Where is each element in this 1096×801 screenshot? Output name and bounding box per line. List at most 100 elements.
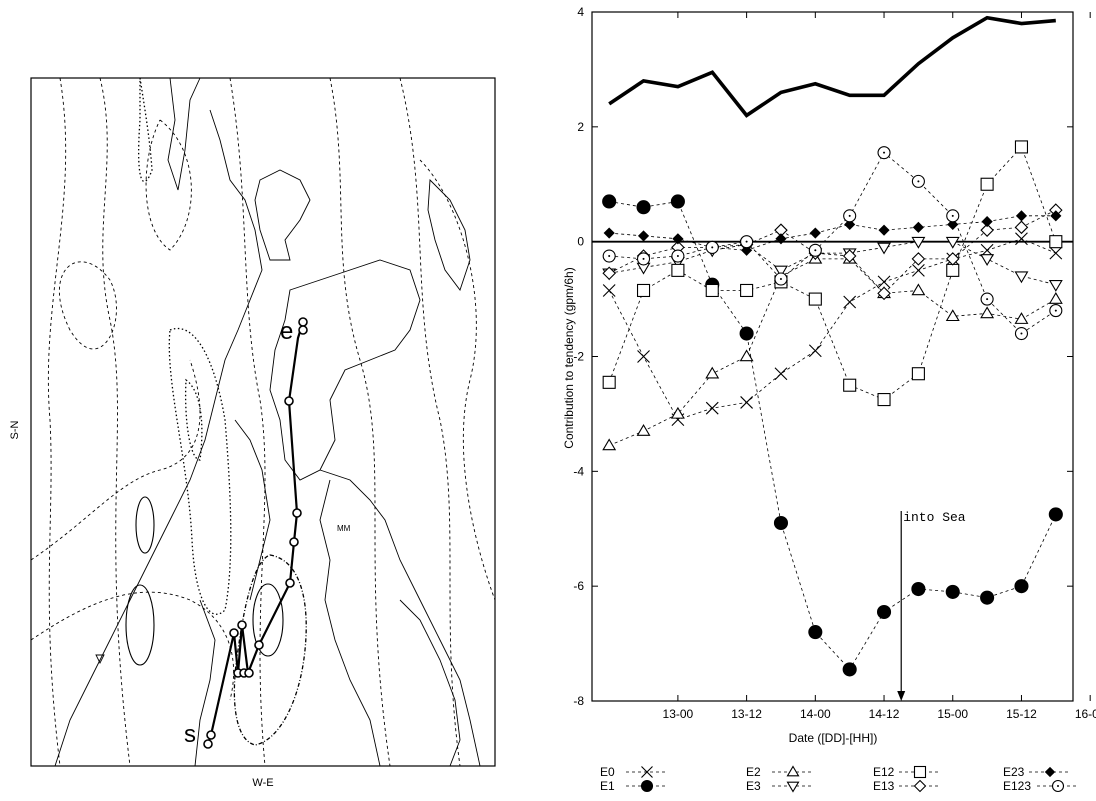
trajectory [203,317,308,749]
legend-marker-E2 [786,765,800,777]
map-symbol-label: MM [337,524,351,533]
data-point-E13 [842,249,857,263]
data-point-E123-dot [917,180,920,183]
legend-item-E123: E123 [1003,779,1079,793]
map-ellipses [125,496,284,666]
trajectory-end-label: e [280,318,293,345]
dashed-contour [419,159,496,601]
dashed-contour [145,119,192,251]
dashed-contour [30,359,201,561]
series-line-E2 [609,258,1057,446]
data-point-E2 [602,438,617,451]
legend-item-E12: E12 [873,765,941,779]
data-point-E3 [911,236,926,249]
series-E1 [602,194,1063,677]
data-point-E3 [1014,271,1029,284]
y-tick-label: 4 [577,5,584,19]
data-point-E3 [1048,279,1063,292]
series-line-total [608,15,1056,118]
series-E123 [602,146,1063,341]
coastline [194,599,216,767]
x-tick-label: 13-00 [663,707,694,721]
coastline [319,479,381,767]
trajectory-start-label: s [184,721,196,748]
legend-label: E3 [746,779,761,793]
coastline [167,77,201,191]
data-point-E123-dot [1020,332,1023,335]
data-point-E2 [1048,291,1063,304]
x-tick-label: 14-00 [800,707,831,721]
series-E2 [602,251,1063,451]
data-point-E3 [774,265,788,278]
data-point-E1 [876,604,892,620]
data-point-E0 [877,275,891,289]
data-point-E123-dot [1054,309,1057,312]
legend-item-E3: E3 [746,779,814,793]
data-point-E2 [670,406,685,419]
chart-frame [591,11,1074,702]
coastline [234,419,271,601]
y-tick-label: -6 [573,579,584,593]
data-point-E0 [1015,232,1028,246]
legend-label: E1 [600,779,615,793]
data-point-E3 [877,242,891,255]
data-point-E123-dot [883,151,886,154]
data-point-E13 [602,266,616,281]
series-layer [602,15,1063,677]
data-point-E0 [808,344,822,358]
x-tick-label: 14-12 [869,707,900,721]
data-point-E23 [912,221,924,233]
data-point-E123-dot [745,240,748,243]
map-coastlines [54,77,481,767]
data-point-E1 [945,584,960,599]
legend-item-E0: E0 [600,765,668,779]
dotted-contour [184,378,203,461]
series-E23 [603,210,1062,256]
legend-item-E1: E1 [600,779,668,793]
legend-label: E2 [746,765,761,779]
data-point-E123-dot [642,257,645,260]
trajectory-point [203,739,213,749]
data-point-E23 [741,244,753,256]
series-E12 [602,140,1063,407]
legend-marker-E3 [786,781,800,793]
data-point-E2 [739,349,754,362]
chart-panel: -8 -6 -4 -2 0 2 4 13-00 13-12 14-00 14-12 15-00 15-… [562,5,1096,793]
data-point-E13 [945,252,960,266]
dashed-contour [229,77,266,767]
dashed-contour [399,77,461,767]
data-point-E12 [1049,235,1063,249]
dashed-contour [30,591,235,701]
y-tick-label: -2 [573,350,584,364]
map-x-axis-label: W-E [252,777,273,789]
coastline [254,169,311,261]
legend-marker-E123-dot [1057,785,1059,787]
x-tick-label: 15-00 [937,707,968,721]
trajectory-point [289,537,299,547]
data-point-E12 [843,378,857,392]
legend-marker-E12 [913,765,927,779]
data-point-E1 [842,662,857,677]
data-point-E13 [911,252,926,266]
contour-ellipse [252,583,284,657]
y-ticks: -8 -6 -4 -2 0 2 4 [573,5,1073,708]
data-point-E2 [980,306,995,319]
trajectory-point [229,628,239,638]
coastline [427,178,471,291]
legend-label: E123 [1003,779,1031,793]
trajectory-point [298,317,308,327]
data-point-E23 [878,224,890,236]
data-point-E0 [1049,246,1063,260]
contour-ellipse [135,496,155,554]
data-point-E12 [602,375,616,389]
data-point-E3 [980,254,995,266]
data-point-E12 [946,263,960,277]
data-point-E13 [980,223,994,237]
trajectory-point [285,578,295,588]
data-point-E1 [911,581,926,597]
legend-marker-E13 [913,779,927,793]
legend-marker-E0 [641,766,653,778]
dashed-contour [329,77,391,767]
